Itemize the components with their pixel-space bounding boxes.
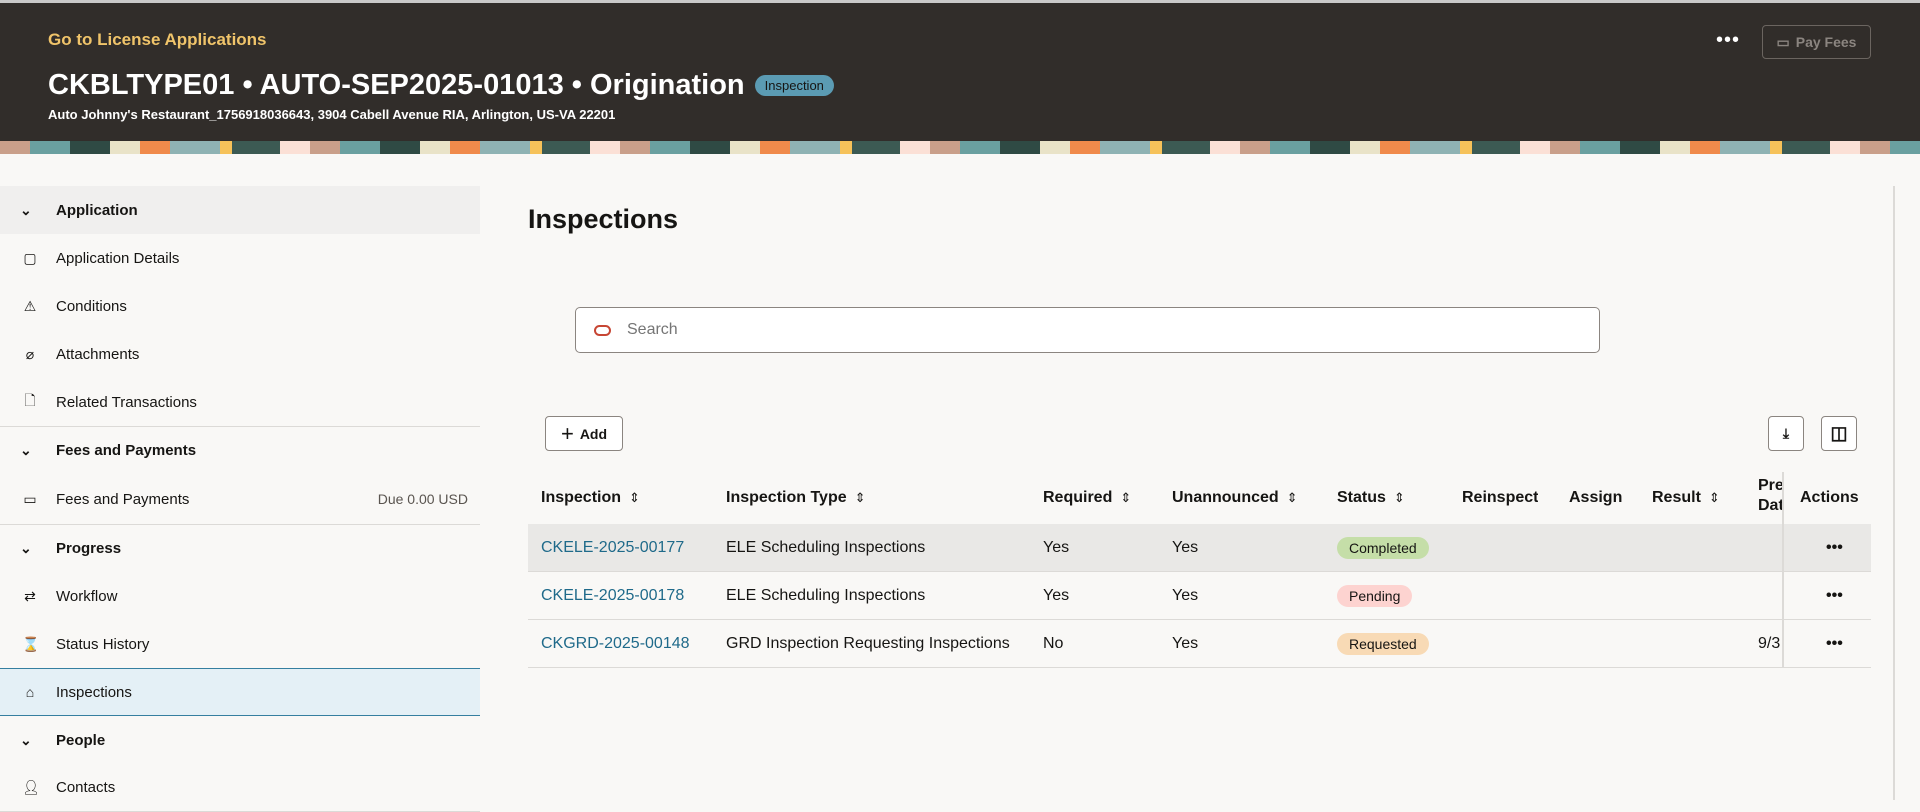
warning-icon: ⚠ (23, 297, 37, 314)
hourglass-icon: ⌛ (22, 635, 40, 652)
sidebar-item-status-history[interactable]: ⌛ Status History (22, 635, 150, 653)
column-header-assign[interactable]: Assign (1569, 489, 1623, 506)
column-header-actions: Actions (1800, 489, 1859, 506)
download-icon: ⤓ (1782, 425, 1790, 441)
manage-columns-button[interactable]: ◫ (1821, 416, 1857, 451)
export-button[interactable]: ⤓ (1768, 416, 1804, 451)
inspection-icon: ⌂ (25, 684, 35, 700)
sort-icon: ⇕ (1120, 490, 1132, 505)
column-header-inspection-type[interactable]: Inspection Type ⇕ (726, 489, 866, 506)
add-label: Add (579, 425, 608, 442)
chevron-down-icon: ⌄ (20, 442, 32, 458)
status-badge: Requested (1337, 632, 1429, 655)
sort-icon: ⇕ (1286, 490, 1298, 505)
workflow-icon: ⇄ (24, 587, 36, 604)
sort-icon: ⇕ (629, 490, 640, 505)
amount-due: Due 0.00 USD (377, 491, 468, 507)
column-header-reinspect[interactable]: Reinspect (1462, 489, 1539, 506)
wallet-icon: ▭ (1776, 33, 1790, 50)
required-value: No (1043, 634, 1064, 652)
sidebar-item-application-details[interactable]: ▢ Application Details (23, 249, 180, 267)
plus-icon: + (560, 420, 574, 446)
page-title: Inspections (528, 204, 679, 234)
sort-icon: ⇕ (1708, 490, 1720, 505)
go-to-license-applications-link[interactable]: Go to License Applications (48, 30, 267, 49)
scrollbar-track[interactable] (1893, 186, 1895, 800)
person-icon: 👤︎ (22, 779, 40, 795)
record-subtitle: Auto Johnny's Restaurant_1756918036643, … (48, 107, 616, 122)
column-header-status[interactable]: Status ⇕ (1337, 489, 1405, 506)
sidebar-item-inspections[interactable]: ⌂ Inspections (0, 668, 480, 716)
inspection-id-link[interactable]: CKELE-2025-00177 (541, 538, 685, 556)
page-header: Go to License Applications CKBLTYPE01 • … (0, 0, 1920, 141)
status-badge: Completed (1337, 536, 1429, 559)
required-value: Yes (1043, 586, 1070, 604)
chevron-down-icon: ⌄ (20, 731, 32, 748)
inspection-id-link[interactable]: CKELE-2025-00178 (541, 586, 685, 604)
table-header-row: Inspection ⇕ Inspection Type ⇕ Required ⇕ U… (528, 472, 1871, 524)
status-badge: Pending (1337, 584, 1413, 607)
column-header-inspection[interactable]: Inspection ⇕ (541, 489, 640, 506)
chevron-down-icon: ⌄ (20, 540, 32, 556)
sidebar-item-attachments[interactable]: ⌀ Attachments (0, 330, 480, 378)
clipboard-icon: ▢ (23, 249, 37, 266)
required-value: Yes (1043, 538, 1070, 556)
sidebar-item-fees-and-payments[interactable]: ▭ Fees and Payments Due 0.00 USD (23, 490, 468, 508)
section-people[interactable]: ⌄ People (20, 731, 106, 749)
status-badge: Inspection (754, 75, 834, 96)
column-header-result[interactable]: Result ⇕ (1652, 489, 1720, 506)
add-button[interactable]: + Add (545, 416, 623, 451)
column-header-required[interactable]: Required ⇕ (1043, 489, 1132, 506)
oracle-search-icon (594, 324, 611, 336)
table-row[interactable]: CKELE-2025-00177 ELE Scheduling Inspecti… (528, 524, 1871, 572)
sort-icon: ⇕ (1393, 490, 1405, 505)
table-row[interactable]: CKELE-2025-00178 ELE Scheduling Inspecti… (528, 572, 1871, 620)
chevron-down-icon: ⌄ (20, 201, 32, 218)
record-title: CKBLTYPE01 • AUTO-SEP2025-01013 • Origin… (48, 69, 745, 101)
sidebar-item-related-transactions[interactable]: 🗋 Related Transactions (0, 378, 480, 426)
section-progress[interactable]: ⌄ Progress (0, 524, 480, 572)
inspections-table: Inspection ⇕ Inspection Type ⇕ Required ⇕ U… (528, 472, 1871, 668)
wallet-icon: ▭ (23, 490, 37, 507)
search-field[interactable] (575, 307, 1600, 353)
sidebar-item-workflow[interactable]: ⇄ Workflow (0, 572, 480, 620)
row-actions-button[interactable]: ••• (1826, 586, 1843, 604)
section-fees-and-payments[interactable]: ⌄ Fees and Payments (0, 426, 480, 474)
preferred-date: 9/3 (1758, 634, 1781, 652)
sidebar: ⌄ Application ▢ Application Details ⚠ Condi… (0, 186, 480, 812)
sidebar-item-contacts[interactable]: 👤︎ Contacts (0, 764, 480, 812)
columns-icon: ◫ (1830, 423, 1848, 443)
row-actions-button[interactable]: ••• (1826, 538, 1843, 556)
inspection-type: GRD Inspection Requesting Inspections (726, 634, 1010, 652)
pay-fees-button[interactable]: ▭ Pay Fees (1762, 25, 1871, 59)
search-input[interactable] (627, 321, 1527, 339)
table-row[interactable]: CKGRD-2025-00148 GRD Inspection Requesti… (528, 620, 1871, 668)
document-link-icon: 🗋 (24, 392, 36, 408)
decorative-banner (0, 141, 1920, 154)
column-header-unannounced[interactable]: Unannounced ⇕ (1172, 489, 1298, 506)
inspection-type: ELE Scheduling Inspections (726, 586, 926, 604)
section-application[interactable]: ⌄ Application (0, 186, 480, 234)
sticky-column-divider (1782, 472, 1784, 668)
inspection-id-link[interactable]: CKGRD-2025-00148 (541, 634, 690, 652)
paperclip-icon: ⌀ (25, 345, 35, 362)
sort-icon: ⇕ (854, 490, 866, 505)
row-actions-button[interactable]: ••• (1826, 634, 1843, 652)
more-actions-button[interactable]: ••• (1716, 29, 1741, 51)
column-header-preferred-date[interactable]: Pre Dat (1758, 477, 1782, 514)
pay-fees-label: Pay Fees (1795, 34, 1857, 50)
unannounced-value: Yes (1172, 634, 1199, 652)
inspection-type: ELE Scheduling Inspections (726, 538, 926, 556)
page-header-title: CKBLTYPE01 • AUTO-SEP2025-01013 • Origin… (48, 69, 834, 102)
unannounced-value: Yes (1172, 538, 1199, 556)
unannounced-value: Yes (1172, 586, 1199, 604)
sidebar-item-conditions[interactable]: ⚠ Conditions (23, 297, 127, 315)
